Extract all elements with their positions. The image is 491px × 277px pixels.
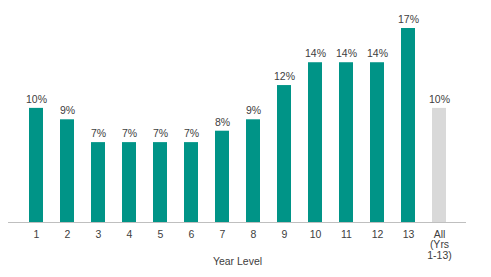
svg-text:12%: 12% xyxy=(274,70,295,82)
svg-text:11: 11 xyxy=(341,228,352,240)
svg-text:8: 8 xyxy=(251,228,257,240)
svg-text:9%: 9% xyxy=(60,104,75,116)
svg-text:7%: 7% xyxy=(122,127,137,139)
svg-text:7%: 7% xyxy=(91,127,106,139)
svg-text:13: 13 xyxy=(403,228,415,240)
svg-text:14%: 14% xyxy=(336,47,357,59)
svg-text:1: 1 xyxy=(34,228,40,240)
svg-text:9%: 9% xyxy=(246,104,261,116)
svg-text:4: 4 xyxy=(127,228,133,240)
svg-text:7%: 7% xyxy=(184,127,199,139)
svg-text:12: 12 xyxy=(372,228,384,240)
svg-text:7: 7 xyxy=(220,228,226,240)
svg-text:5: 5 xyxy=(158,228,164,240)
svg-text:6: 6 xyxy=(189,228,195,240)
svg-text:7%: 7% xyxy=(153,127,168,139)
svg-text:2: 2 xyxy=(65,228,71,240)
svg-text:10%: 10% xyxy=(429,93,450,105)
svg-text:8%: 8% xyxy=(215,116,230,128)
svg-text:3: 3 xyxy=(96,228,102,240)
svg-text:All(Yrs1-13): All(Yrs1-13) xyxy=(427,228,452,261)
svg-text:10: 10 xyxy=(310,228,322,240)
svg-text:Year Level: Year Level xyxy=(213,255,262,267)
svg-text:17%: 17% xyxy=(398,13,419,25)
svg-text:14%: 14% xyxy=(305,47,326,59)
svg-text:9: 9 xyxy=(282,228,288,240)
svg-text:14%: 14% xyxy=(367,47,388,59)
svg-text:10%: 10% xyxy=(26,93,47,105)
